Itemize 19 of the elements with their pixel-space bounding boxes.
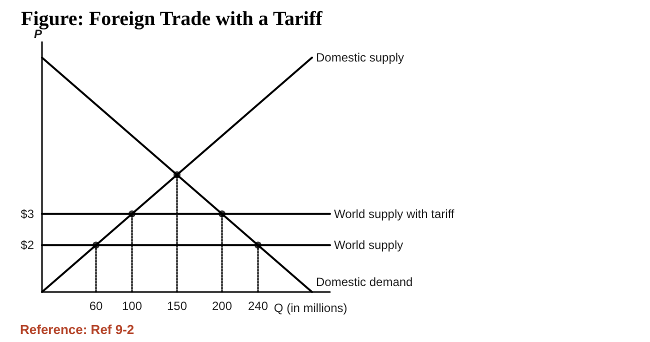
x-tick-label: 150 xyxy=(166,299,188,313)
point xyxy=(174,171,180,178)
x-axis-title: Q (in millions) xyxy=(274,301,348,315)
x-tick-label: 100 xyxy=(122,299,142,313)
point xyxy=(218,210,226,218)
y-tick-label: $2 xyxy=(20,238,34,252)
text: Reference: Ref 9-2 xyxy=(20,322,134,337)
x-tick-label: 60 xyxy=(89,299,103,313)
chart-title: Figure: Foreign Trade with a Tariff xyxy=(21,8,323,30)
y-tick-label: $3 xyxy=(20,206,34,221)
series-label: World supply with tariff xyxy=(334,206,455,221)
x-tick-label: 200 xyxy=(212,299,232,313)
point xyxy=(254,242,262,249)
series-label: Domestic demand xyxy=(316,275,413,289)
x-tick-label: 240 xyxy=(248,299,268,313)
point xyxy=(92,242,100,249)
series-label: Domestic supply xyxy=(316,50,404,65)
point xyxy=(128,210,136,218)
series-label: World supply xyxy=(334,238,404,252)
